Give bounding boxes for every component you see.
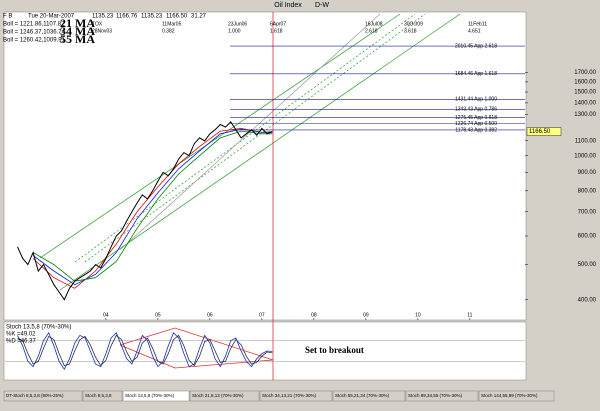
tab[interactable]: Stoch 13,5,8 (70%-30%) (122, 390, 190, 402)
stoch-title: Stoch 13,5,8 (70%-30%) (6, 325, 71, 331)
time-projection-date: 6Apr07 (270, 21, 286, 27)
y-tick-label: 1400.00 (574, 100, 596, 106)
x-tick-label: 07 (259, 312, 265, 318)
time-projection-ratio: 3.618 (404, 28, 417, 34)
change: 31.27 (191, 14, 207, 20)
y-tick-label: 600.00 (578, 234, 597, 240)
legend-name: 55 MA (60, 32, 95, 46)
tab-bg[interactable] (3, 390, 83, 402)
y-tick-label: 1600.00 (574, 79, 596, 85)
open: 1135.23 (92, 14, 114, 20)
stoch-line (17, 331, 273, 370)
tab-bg[interactable] (405, 390, 479, 402)
fib-level-label: 1684.46 App 1.618 (455, 71, 497, 77)
time-projection-date: 16Jul08 (365, 21, 383, 27)
legend-name: 34 MA (60, 24, 95, 38)
ma-line (32, 127, 273, 289)
y-tick-label: 700.00 (578, 209, 597, 215)
time-projection-date: 11Feb11 (468, 21, 487, 27)
tab[interactable]: Stoch 144,55,89 (70%-30%) (478, 390, 555, 402)
time-projection-date: TOX (92, 21, 103, 27)
tab[interactable]: DT-Stoch 8,5,3,8 (90%-25%) (3, 390, 83, 402)
current-price-box (526, 127, 562, 136)
chart-title: Oil Index (274, 2, 302, 9)
y-tick-label: 400.00 (578, 297, 597, 303)
current-price: 1166.50 (529, 129, 551, 135)
time-projection-ratio: 4.651 (468, 28, 481, 34)
time-projection-date: 30Oct09 (404, 21, 423, 27)
fib-level-label: 1431.44 App 1.000 (455, 97, 497, 103)
low: 1135.23 (141, 14, 163, 20)
time-projection-ratio: 28Nov03 (92, 28, 112, 34)
time-projection-ratio: 0.382 (162, 28, 175, 34)
x-tick-label: 05 (155, 312, 161, 318)
legend-text: Boll = 1246.37,1036.74 (3, 30, 66, 36)
date: Tue 20-Mar-2007 (28, 14, 75, 20)
tab-bg[interactable] (478, 390, 555, 402)
y-tick-label: 1000.00 (574, 153, 596, 159)
price-line (17, 121, 273, 301)
fib-level-label: 2010.45 App 2.618 (455, 43, 497, 49)
x-tick-label: 10 (415, 312, 421, 318)
ma-line (32, 128, 273, 286)
period: D-W (315, 2, 329, 9)
y-tick-label: 1100.00 (575, 138, 597, 144)
fib-level-label: 1178.43 App 0.382 (455, 127, 497, 133)
time-projection-ratio: 1.618 (270, 28, 283, 34)
x-tick-label: 11 (467, 312, 472, 318)
tab[interactable]: Stoch 89,34,55 (70%-30%) (405, 390, 479, 402)
tab-label[interactable]: Stoch 89,34,55 (70%-30%) (408, 393, 463, 398)
time-projection-date: 23Jun06 (228, 21, 247, 27)
tab[interactable]: Stoch 34,13,21 (70%-30%) (259, 390, 333, 402)
high: 1166.76 (116, 14, 138, 20)
y-tick-label: 1300.00 (574, 112, 596, 118)
toolbar[interactable]: F B (3, 14, 12, 20)
tab-label[interactable]: DT-Stoch 8,5,3,8 (90%-25%) (6, 393, 64, 398)
stoch-pattern (119, 327, 274, 369)
fib-level-label: 1275.45 App 0.618 (455, 115, 497, 121)
tab-bg[interactable] (122, 390, 190, 402)
tab-bg[interactable] (259, 390, 333, 402)
stoch-k: %K =49.02 (6, 332, 36, 338)
tab[interactable]: Stoch 8,5,3,8 (82, 390, 123, 402)
stoch-panel (3, 321, 527, 381)
tab-label[interactable]: Stoch 55,21,34 (70%-30%) (335, 393, 390, 398)
y-tick-label: 500.00 (578, 262, 597, 268)
channel-line (39, 13, 401, 259)
time-projection-ratio: 2.618 (365, 28, 378, 34)
x-tick-label: 09 (363, 312, 369, 318)
y-tick-label: 1500.00 (574, 90, 596, 96)
fib-level-label: 1343.43 App 0.786 (455, 107, 497, 113)
stoch-line (17, 334, 273, 367)
close: 1166.50 (166, 14, 188, 20)
tab-bg[interactable] (332, 390, 406, 402)
y-tick-label: 1700.00 (574, 70, 596, 76)
y-tick-label: 800.00 (578, 188, 597, 194)
stoch-annotation: Set to breakout (305, 345, 364, 355)
tab-bg[interactable] (189, 390, 260, 402)
x-tick-label: 08 (311, 312, 317, 318)
x-tick-label: 04 (103, 312, 109, 318)
tab-label[interactable]: Stoch 144,55,89 (70%-30%) (481, 393, 538, 398)
legend-name: 21 MA (60, 16, 95, 30)
fib-level-label: 1226.74 App 0.500 (455, 121, 497, 127)
price-panel (3, 11, 527, 321)
tab[interactable]: Stoch 21,8,13 (70%-30%) (189, 390, 260, 402)
tab-label[interactable]: Stoch 34,13,21 (70%-30%) (262, 393, 317, 398)
tab-label[interactable]: Stoch 21,8,13 (70%-30%) (192, 393, 244, 398)
y-tick-label: 900.00 (578, 170, 597, 176)
stoch-d: %D =46.37 (6, 339, 37, 345)
tab-label[interactable]: Stoch 13,5,8 (70%-30%) (125, 393, 175, 398)
tab-label[interactable]: Stoch 8,5,3,8 (85, 393, 112, 398)
legend-text: Boll = 1221.86,1107.82 (3, 22, 65, 28)
tab[interactable]: Stoch 55,21,34 (70%-30%) (332, 390, 406, 402)
tab-bg[interactable] (82, 390, 123, 402)
time-projection-ratio: 1.000 (228, 28, 241, 34)
time-projection-date: 11Mar05 (162, 21, 182, 27)
legend-text: Boll = 1260.42,1009.91 (3, 38, 66, 44)
x-tick-label: 06 (207, 312, 213, 318)
